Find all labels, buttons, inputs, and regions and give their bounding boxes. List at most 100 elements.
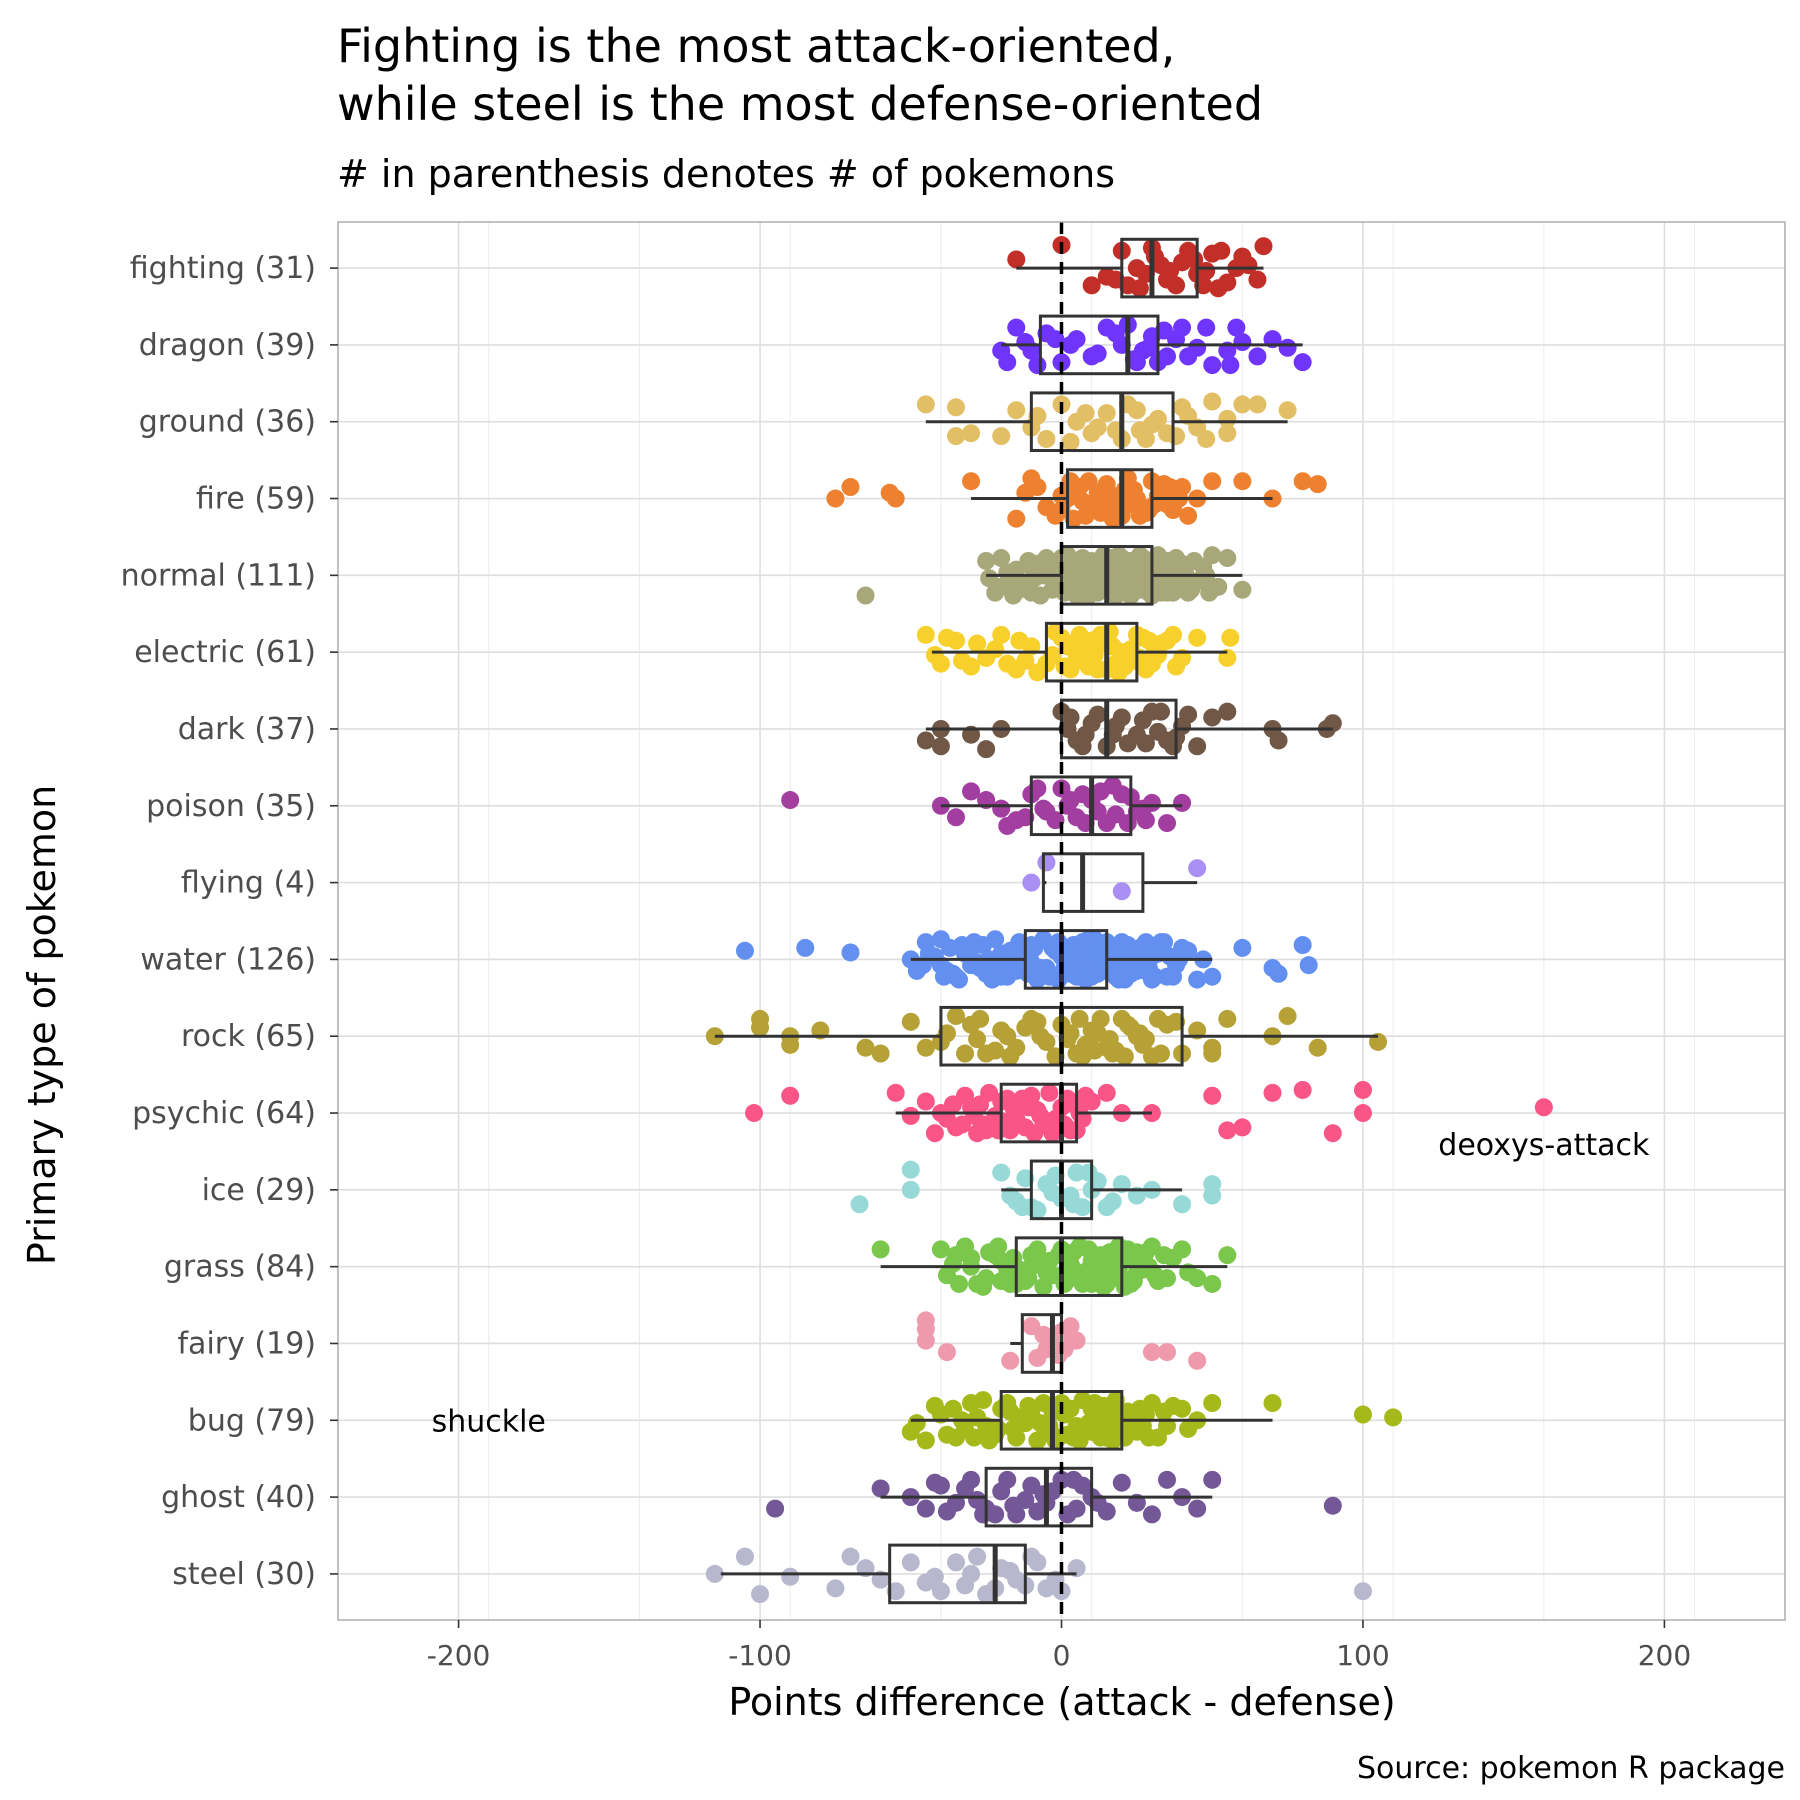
data-point bbox=[1248, 347, 1267, 366]
data-point bbox=[1154, 321, 1173, 340]
data-point bbox=[1052, 486, 1071, 505]
data-point bbox=[1079, 657, 1098, 676]
data-point bbox=[1139, 338, 1158, 357]
data-point bbox=[781, 1086, 800, 1105]
y-tick-label: ice (29) bbox=[202, 1173, 316, 1208]
chart-title-line-1: Fighting is the most attack-oriented, bbox=[337, 19, 1175, 73]
data-point bbox=[1085, 1041, 1104, 1060]
data-point bbox=[1010, 631, 1029, 650]
data-point bbox=[1151, 702, 1170, 721]
data-point bbox=[916, 1092, 935, 1111]
data-point bbox=[1106, 586, 1125, 605]
data-point bbox=[1148, 722, 1167, 741]
data-point bbox=[1097, 404, 1116, 423]
data-point bbox=[946, 398, 965, 417]
data-point bbox=[1130, 421, 1149, 440]
data-point bbox=[1004, 1496, 1023, 1515]
data-point bbox=[1151, 1044, 1170, 1063]
y-axis-tick-labels: fighting (31) dragon (39) ground (36) fire … bbox=[121, 251, 338, 1592]
data-point bbox=[916, 395, 935, 414]
data-point bbox=[1031, 586, 1050, 605]
data-point bbox=[841, 943, 860, 962]
box bbox=[1029, 391, 1175, 453]
data-point bbox=[1248, 395, 1267, 414]
data-point bbox=[1001, 1047, 1020, 1066]
data-point bbox=[931, 737, 950, 756]
data-point bbox=[986, 583, 1005, 602]
data-point bbox=[1142, 970, 1161, 989]
x-tick-label: -200 bbox=[427, 1639, 491, 1672]
data-point bbox=[735, 941, 754, 960]
data-point bbox=[1209, 279, 1228, 298]
boxplot-poison bbox=[940, 775, 1183, 837]
data-point bbox=[968, 1408, 987, 1427]
data-point bbox=[925, 646, 944, 665]
data-point bbox=[1088, 705, 1107, 724]
data-point bbox=[751, 1585, 770, 1604]
data-point bbox=[1028, 663, 1047, 682]
data-point bbox=[1103, 776, 1122, 795]
data-point bbox=[965, 1428, 984, 1447]
data-point bbox=[1158, 1343, 1177, 1362]
data-point bbox=[1130, 580, 1149, 599]
data-point bbox=[1154, 475, 1173, 494]
data-point bbox=[1203, 967, 1222, 986]
data-point bbox=[1049, 933, 1068, 952]
y-tick-label: fire (59) bbox=[196, 482, 316, 517]
data-point bbox=[1097, 1083, 1116, 1102]
data-point bbox=[1353, 1582, 1372, 1601]
boxplot-water bbox=[910, 929, 1213, 990]
data-point bbox=[1221, 356, 1240, 375]
data-point bbox=[1061, 335, 1080, 354]
boxplot-rock bbox=[714, 1005, 1379, 1067]
data-point bbox=[1133, 799, 1152, 818]
data-point bbox=[968, 634, 987, 653]
data-point bbox=[1094, 961, 1113, 980]
data-point bbox=[1079, 1240, 1098, 1259]
data-point bbox=[1019, 1396, 1038, 1415]
data-point bbox=[1034, 1485, 1053, 1504]
data-point bbox=[974, 1277, 993, 1296]
data-point bbox=[1064, 1470, 1083, 1489]
data-point bbox=[1142, 1505, 1161, 1524]
data-point bbox=[1233, 333, 1252, 352]
data-point bbox=[1188, 970, 1207, 989]
data-point bbox=[931, 1582, 950, 1601]
boxplot-fire bbox=[971, 468, 1273, 529]
data-point bbox=[992, 1163, 1011, 1182]
data-point bbox=[968, 1490, 987, 1509]
data-point bbox=[1233, 1118, 1252, 1137]
data-point bbox=[925, 1567, 944, 1586]
data-point bbox=[1079, 930, 1098, 949]
data-point bbox=[745, 1104, 764, 1123]
data-point bbox=[1158, 814, 1177, 833]
data-point bbox=[1218, 424, 1237, 443]
data-point bbox=[925, 1396, 944, 1415]
data-point bbox=[1067, 586, 1086, 605]
data-point bbox=[1061, 1399, 1080, 1418]
data-point bbox=[871, 1044, 890, 1063]
box bbox=[1066, 468, 1154, 529]
data-point bbox=[1353, 1080, 1372, 1099]
data-point bbox=[1145, 247, 1164, 266]
data-point bbox=[1088, 418, 1107, 437]
data-point bbox=[998, 353, 1017, 372]
data-point bbox=[1218, 549, 1237, 568]
data-point bbox=[1278, 401, 1297, 420]
y-axis-title: Primary type of pokemon bbox=[20, 785, 64, 1265]
data-point bbox=[1233, 938, 1252, 957]
data-point bbox=[998, 816, 1017, 835]
data-point bbox=[1278, 338, 1297, 357]
data-point bbox=[1016, 333, 1035, 352]
data-point bbox=[886, 489, 905, 508]
data-point bbox=[1100, 936, 1119, 955]
data-point bbox=[937, 628, 956, 647]
data-point bbox=[826, 1579, 845, 1598]
data-point bbox=[1221, 628, 1240, 647]
points-fairy bbox=[916, 1311, 1207, 1370]
data-point bbox=[1082, 276, 1101, 295]
data-point bbox=[989, 1237, 1008, 1256]
data-point bbox=[850, 1195, 869, 1214]
data-point bbox=[925, 1473, 944, 1492]
